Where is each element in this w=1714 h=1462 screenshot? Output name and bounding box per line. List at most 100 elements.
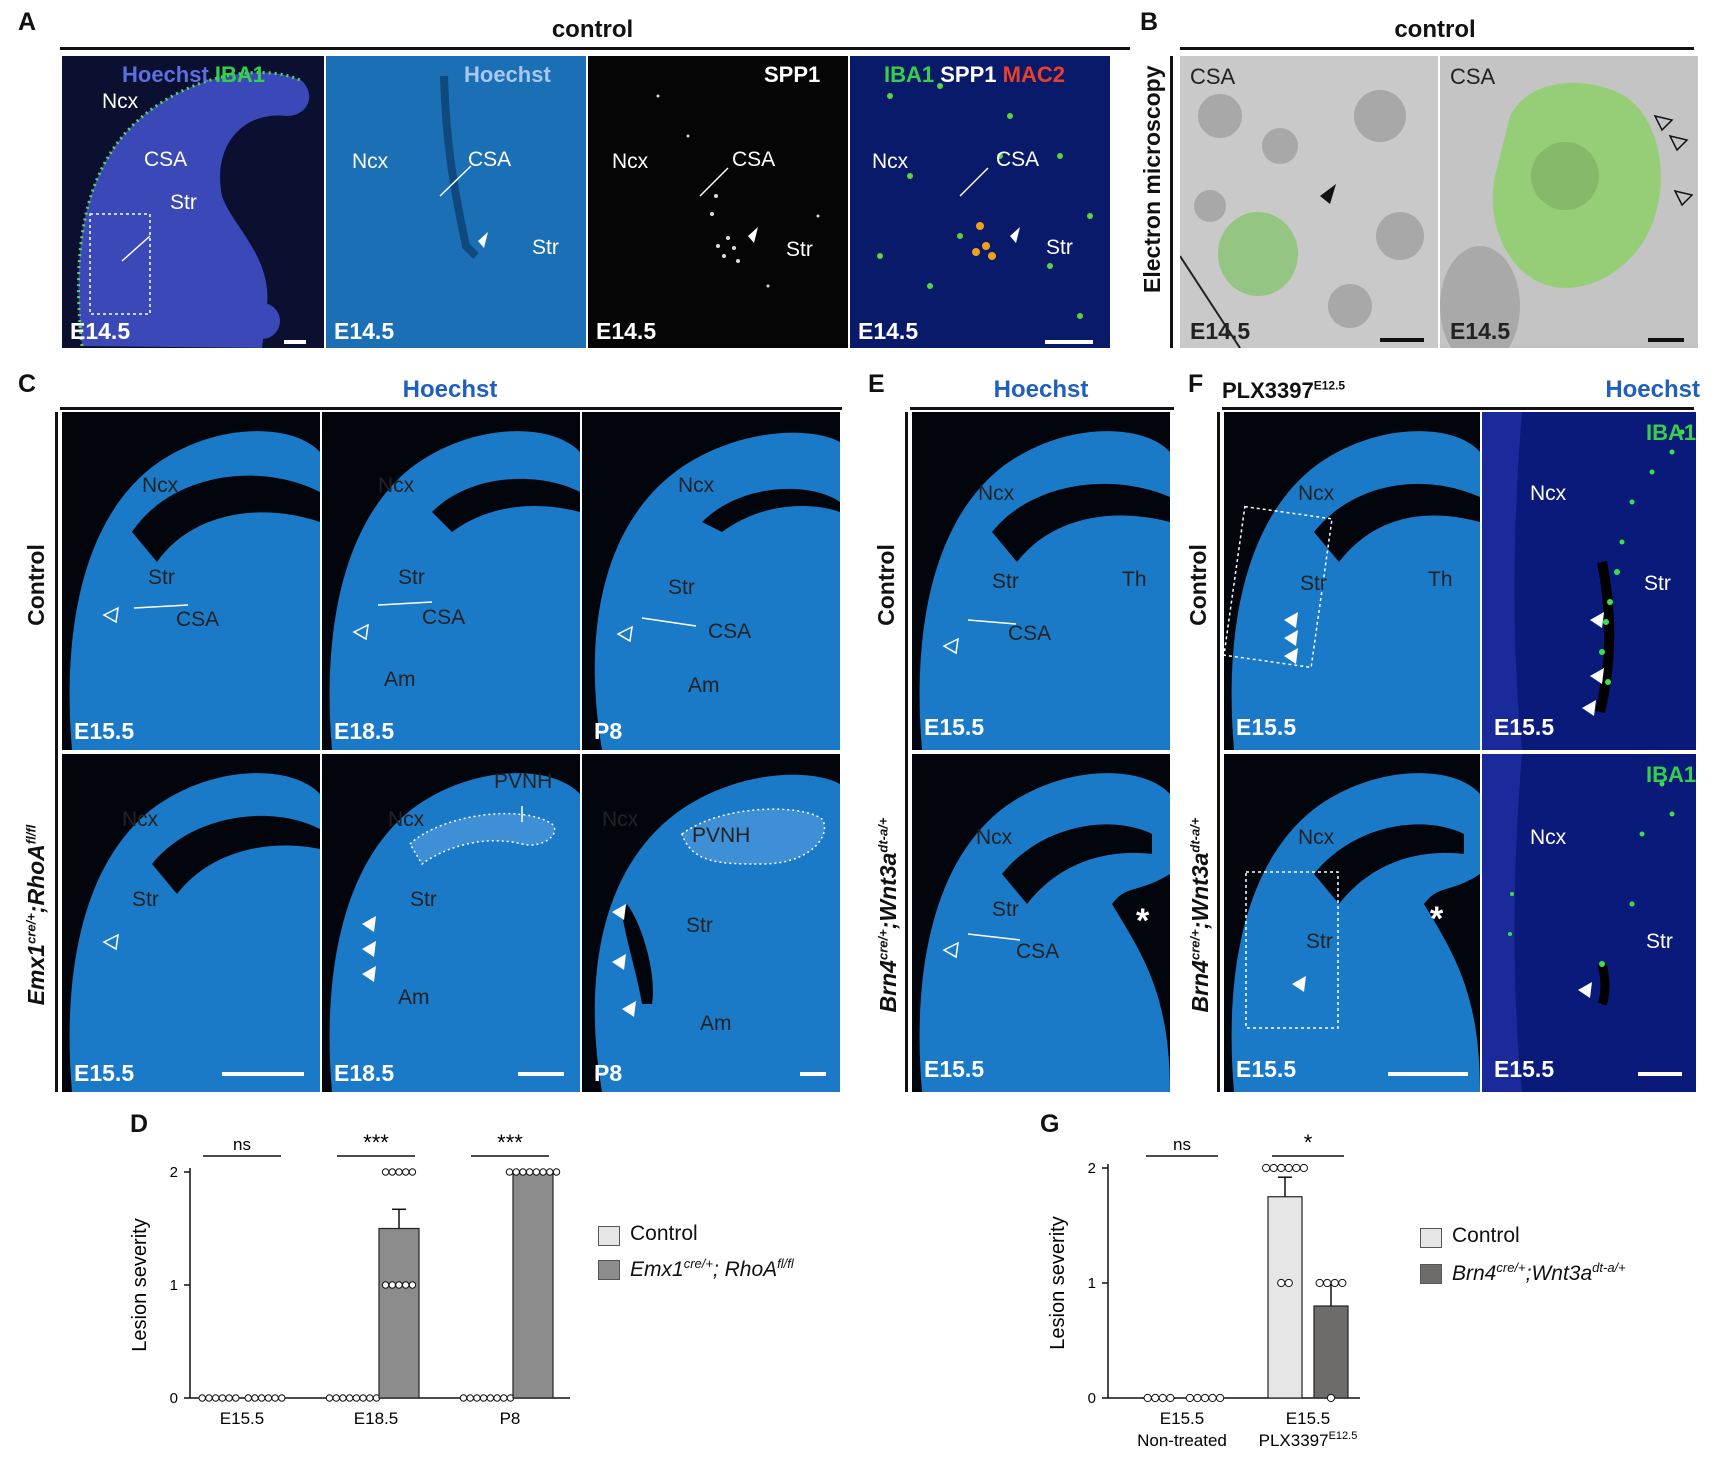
data-point (1315, 1278, 1324, 1288)
panel-e-header: Hoechst (993, 376, 1089, 403)
highlighted-cell (1218, 212, 1298, 296)
asterisk-marker: * (1136, 902, 1150, 940)
arrowhead-icon (748, 227, 758, 243)
arrowhead-icon (1590, 612, 1604, 628)
scale-bar (1045, 340, 1093, 344)
open-arrowhead-icon (352, 623, 369, 641)
data-point (519, 1168, 527, 1176)
arrowhead-icon (362, 941, 376, 957)
data-point (232, 1394, 240, 1402)
age-label: E14.5 (596, 318, 657, 344)
scale-bar (1638, 1072, 1682, 1076)
panel-b-header-rule (1180, 47, 1694, 50)
data-point (1292, 1163, 1301, 1173)
bar (512, 1171, 554, 1399)
label-str: Str (1300, 572, 1327, 595)
data-point (257, 1394, 266, 1402)
data-point (546, 1168, 554, 1176)
data-point (1166, 1393, 1175, 1403)
age-label: E15.5 (924, 714, 985, 740)
label-ncx: Ncx (1530, 482, 1567, 505)
panel-c-letter: C (18, 370, 37, 398)
scale-bar (284, 340, 306, 344)
arrowhead-icon (362, 966, 376, 982)
data-point (1326, 1393, 1336, 1403)
label-csa: CSA (996, 148, 1040, 171)
panel-b-header: control (1394, 16, 1476, 43)
legend-label-brn4: Brn4cre/+;Wnt3adt-a/+ (1452, 1260, 1626, 1285)
panel-a-letter: A (18, 8, 37, 36)
y-tick-label: 0 (1088, 1390, 1096, 1407)
data-point (381, 1168, 390, 1176)
channel-iba1: IBA1 (884, 62, 935, 87)
panel-e-side-rule (905, 412, 908, 1092)
y-tick-label: 1 (1088, 1275, 1096, 1292)
label-str: Str (410, 888, 437, 911)
arrowhead-icon (1284, 630, 1298, 646)
y-axis-label: Lesion severity (1047, 1216, 1069, 1349)
data-point (532, 1168, 541, 1176)
label-th: Th (1122, 568, 1147, 591)
panel-e-image-r2: Ncx Str CSA * E15.5 (912, 754, 1170, 1092)
data-point (395, 1168, 403, 1176)
panel-c-image-r1-3: Ncx Str CSA Am P8 (582, 412, 840, 750)
data-point (408, 1281, 417, 1289)
panel-c-row1-label: Control (23, 544, 49, 626)
x-tick-label: PLX3397E12.5 (1259, 1430, 1358, 1450)
legend-swatch-emx1 (598, 1260, 620, 1280)
panel-c-row2-label: Emx1cre/+;RhoAfl/fl (23, 824, 49, 1006)
label-csa: CSA (144, 148, 188, 171)
bar (1267, 1196, 1303, 1399)
panel-b-side-label: Electron microscopy (1139, 65, 1165, 293)
x-tick-label: E15.5 (220, 1409, 264, 1428)
data-point (1208, 1393, 1217, 1403)
data-point (325, 1394, 334, 1402)
open-arrowhead-icon (102, 606, 119, 624)
label-str: Str (132, 888, 159, 911)
age-label: E15.5 (1236, 714, 1297, 740)
scale-bar (800, 1072, 826, 1076)
data-point (271, 1394, 279, 1402)
channel-hoechst: Hoechst (464, 62, 551, 87)
label-csa: CSA (732, 148, 776, 171)
label-ncx: Ncx (142, 474, 179, 497)
panel-f-header-right: Hoechst (1605, 376, 1700, 403)
label-ncx: Ncx (678, 474, 715, 497)
data-point (486, 1394, 495, 1402)
y-tick-label: 1 (170, 1277, 178, 1294)
panel-c-side-rule (55, 412, 58, 1092)
y-tick-label: 0 (170, 1390, 178, 1407)
data-point (352, 1394, 361, 1402)
scale-bar (1388, 1072, 1468, 1076)
data-point (500, 1394, 508, 1402)
panel-b-letter: B (1140, 8, 1159, 36)
label-str: Str (1306, 930, 1333, 953)
data-point (198, 1394, 206, 1402)
data-point (1200, 1393, 1210, 1403)
label-ncx: Ncx (976, 826, 1013, 849)
label-str: Str (170, 191, 197, 214)
arrowhead-icon (1590, 668, 1604, 684)
data-point (251, 1394, 259, 1402)
label-ncx: Ncx (102, 90, 139, 113)
panel-f-image-r1-1: Ncx Str Th E15.5 (1224, 412, 1480, 750)
data-point (1330, 1278, 1339, 1288)
x-tick-label: E15.5 (1286, 1409, 1330, 1428)
label-ncx: Ncx (612, 150, 649, 173)
label-str: Str (1646, 930, 1673, 953)
label-csa: CSA (708, 620, 752, 643)
data-point (264, 1394, 273, 1402)
lesion-severity-chart-g: 0 1 2 Lesion severity E15.5 Non-treated ns E15.… (1047, 1130, 1360, 1450)
age-label: E14.5 (334, 318, 395, 344)
label-str: Str (1644, 572, 1671, 595)
age-label: E15.5 (1236, 1056, 1297, 1082)
label-str: Str (1046, 236, 1073, 259)
panel-c-image-r1-2: Ncx Str CSA Am E18.5 (322, 412, 580, 750)
open-arrowhead-icon (1673, 189, 1694, 207)
arrowhead-icon (478, 232, 488, 248)
panel-b-image-2: CSA E14.5 (1440, 56, 1698, 348)
data-point (395, 1281, 403, 1289)
brain-section-a1 (77, 70, 310, 348)
panel-b-side-rule (1170, 56, 1173, 348)
data-point (408, 1168, 417, 1176)
